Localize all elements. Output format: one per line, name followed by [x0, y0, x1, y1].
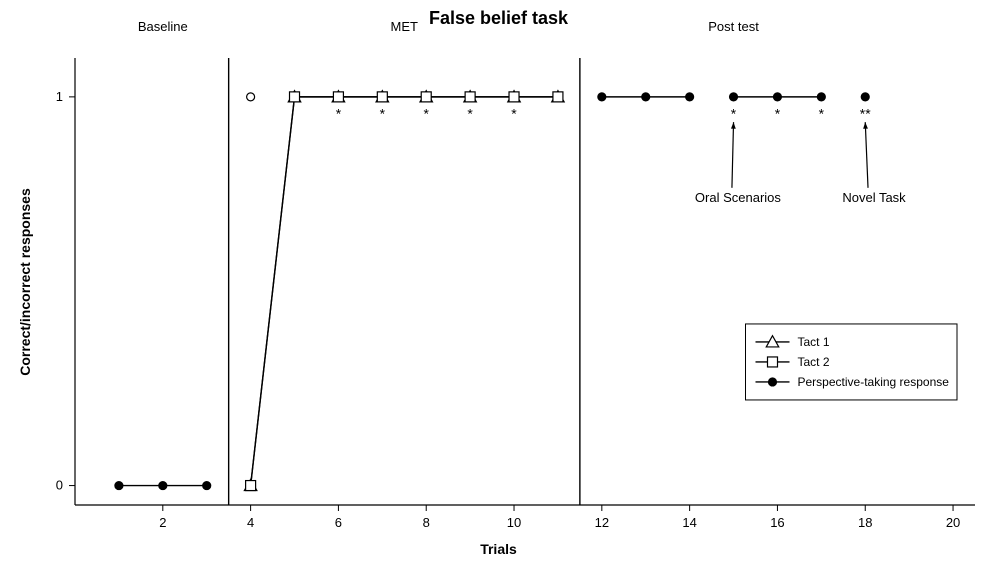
significance-star: * — [380, 105, 386, 121]
square-marker — [553, 92, 563, 102]
x-tick-label: 12 — [595, 515, 609, 530]
x-tick-label: 20 — [946, 515, 960, 530]
x-tick-label: 18 — [858, 515, 872, 530]
open-circle-marker — [247, 93, 255, 101]
legend-label: Tact 1 — [798, 335, 830, 349]
significance-star: * — [423, 105, 429, 121]
significance-star: * — [336, 105, 342, 121]
annotation-label: Novel Task — [842, 190, 906, 205]
significance-star: * — [819, 105, 825, 121]
y-tick-label: 0 — [56, 478, 63, 493]
filled-circle-marker — [203, 482, 211, 490]
x-tick-label: 14 — [682, 515, 696, 530]
square-marker — [290, 92, 300, 102]
chart-svg: 246810121416182001BaselineMETPost test**… — [0, 0, 997, 563]
significance-star: * — [731, 105, 737, 121]
y-tick-label: 1 — [56, 89, 63, 104]
annotation-arrow — [732, 122, 734, 188]
square-marker — [246, 481, 256, 491]
significance-star: ** — [860, 105, 871, 121]
square-marker — [465, 92, 475, 102]
square-marker — [377, 92, 387, 102]
annotation-arrowhead — [863, 122, 868, 129]
filled-circle-marker — [115, 482, 123, 490]
filled-circle-marker — [159, 482, 167, 490]
filled-circle-marker — [686, 93, 694, 101]
x-tick-label: 2 — [159, 515, 166, 530]
legend-label: Tact 2 — [798, 355, 830, 369]
filled-circle-marker — [642, 93, 650, 101]
series-line — [251, 97, 558, 486]
significance-star: * — [511, 105, 517, 121]
square-marker — [333, 92, 343, 102]
filled-circle-marker — [730, 93, 738, 101]
chart-title: False belief task — [0, 8, 997, 29]
x-tick-label: 10 — [507, 515, 521, 530]
legend-label: Perspective-taking response — [798, 375, 950, 389]
significance-star: * — [467, 105, 473, 121]
x-tick-label: 8 — [423, 515, 430, 530]
x-tick-label: 16 — [770, 515, 784, 530]
significance-star: * — [775, 105, 781, 121]
square-marker — [421, 92, 431, 102]
series-line — [251, 97, 558, 486]
filled-circle-marker — [773, 93, 781, 101]
y-axis-label: Correct/incorrect responses — [17, 188, 33, 376]
filled-circle-marker — [817, 93, 825, 101]
x-axis-label: Trials — [0, 541, 997, 557]
false-belief-chart: False belief task Correct/incorrect resp… — [0, 0, 997, 563]
filled-circle-marker — [598, 93, 606, 101]
annotation-label: Oral Scenarios — [695, 190, 781, 205]
x-tick-label: 6 — [335, 515, 342, 530]
square-marker — [768, 357, 778, 367]
annotation-arrow — [865, 122, 868, 188]
filled-circle-marker — [769, 378, 777, 386]
annotation-arrowhead — [731, 122, 736, 129]
x-tick-label: 4 — [247, 515, 254, 530]
square-marker — [509, 92, 519, 102]
filled-circle-marker — [861, 93, 869, 101]
